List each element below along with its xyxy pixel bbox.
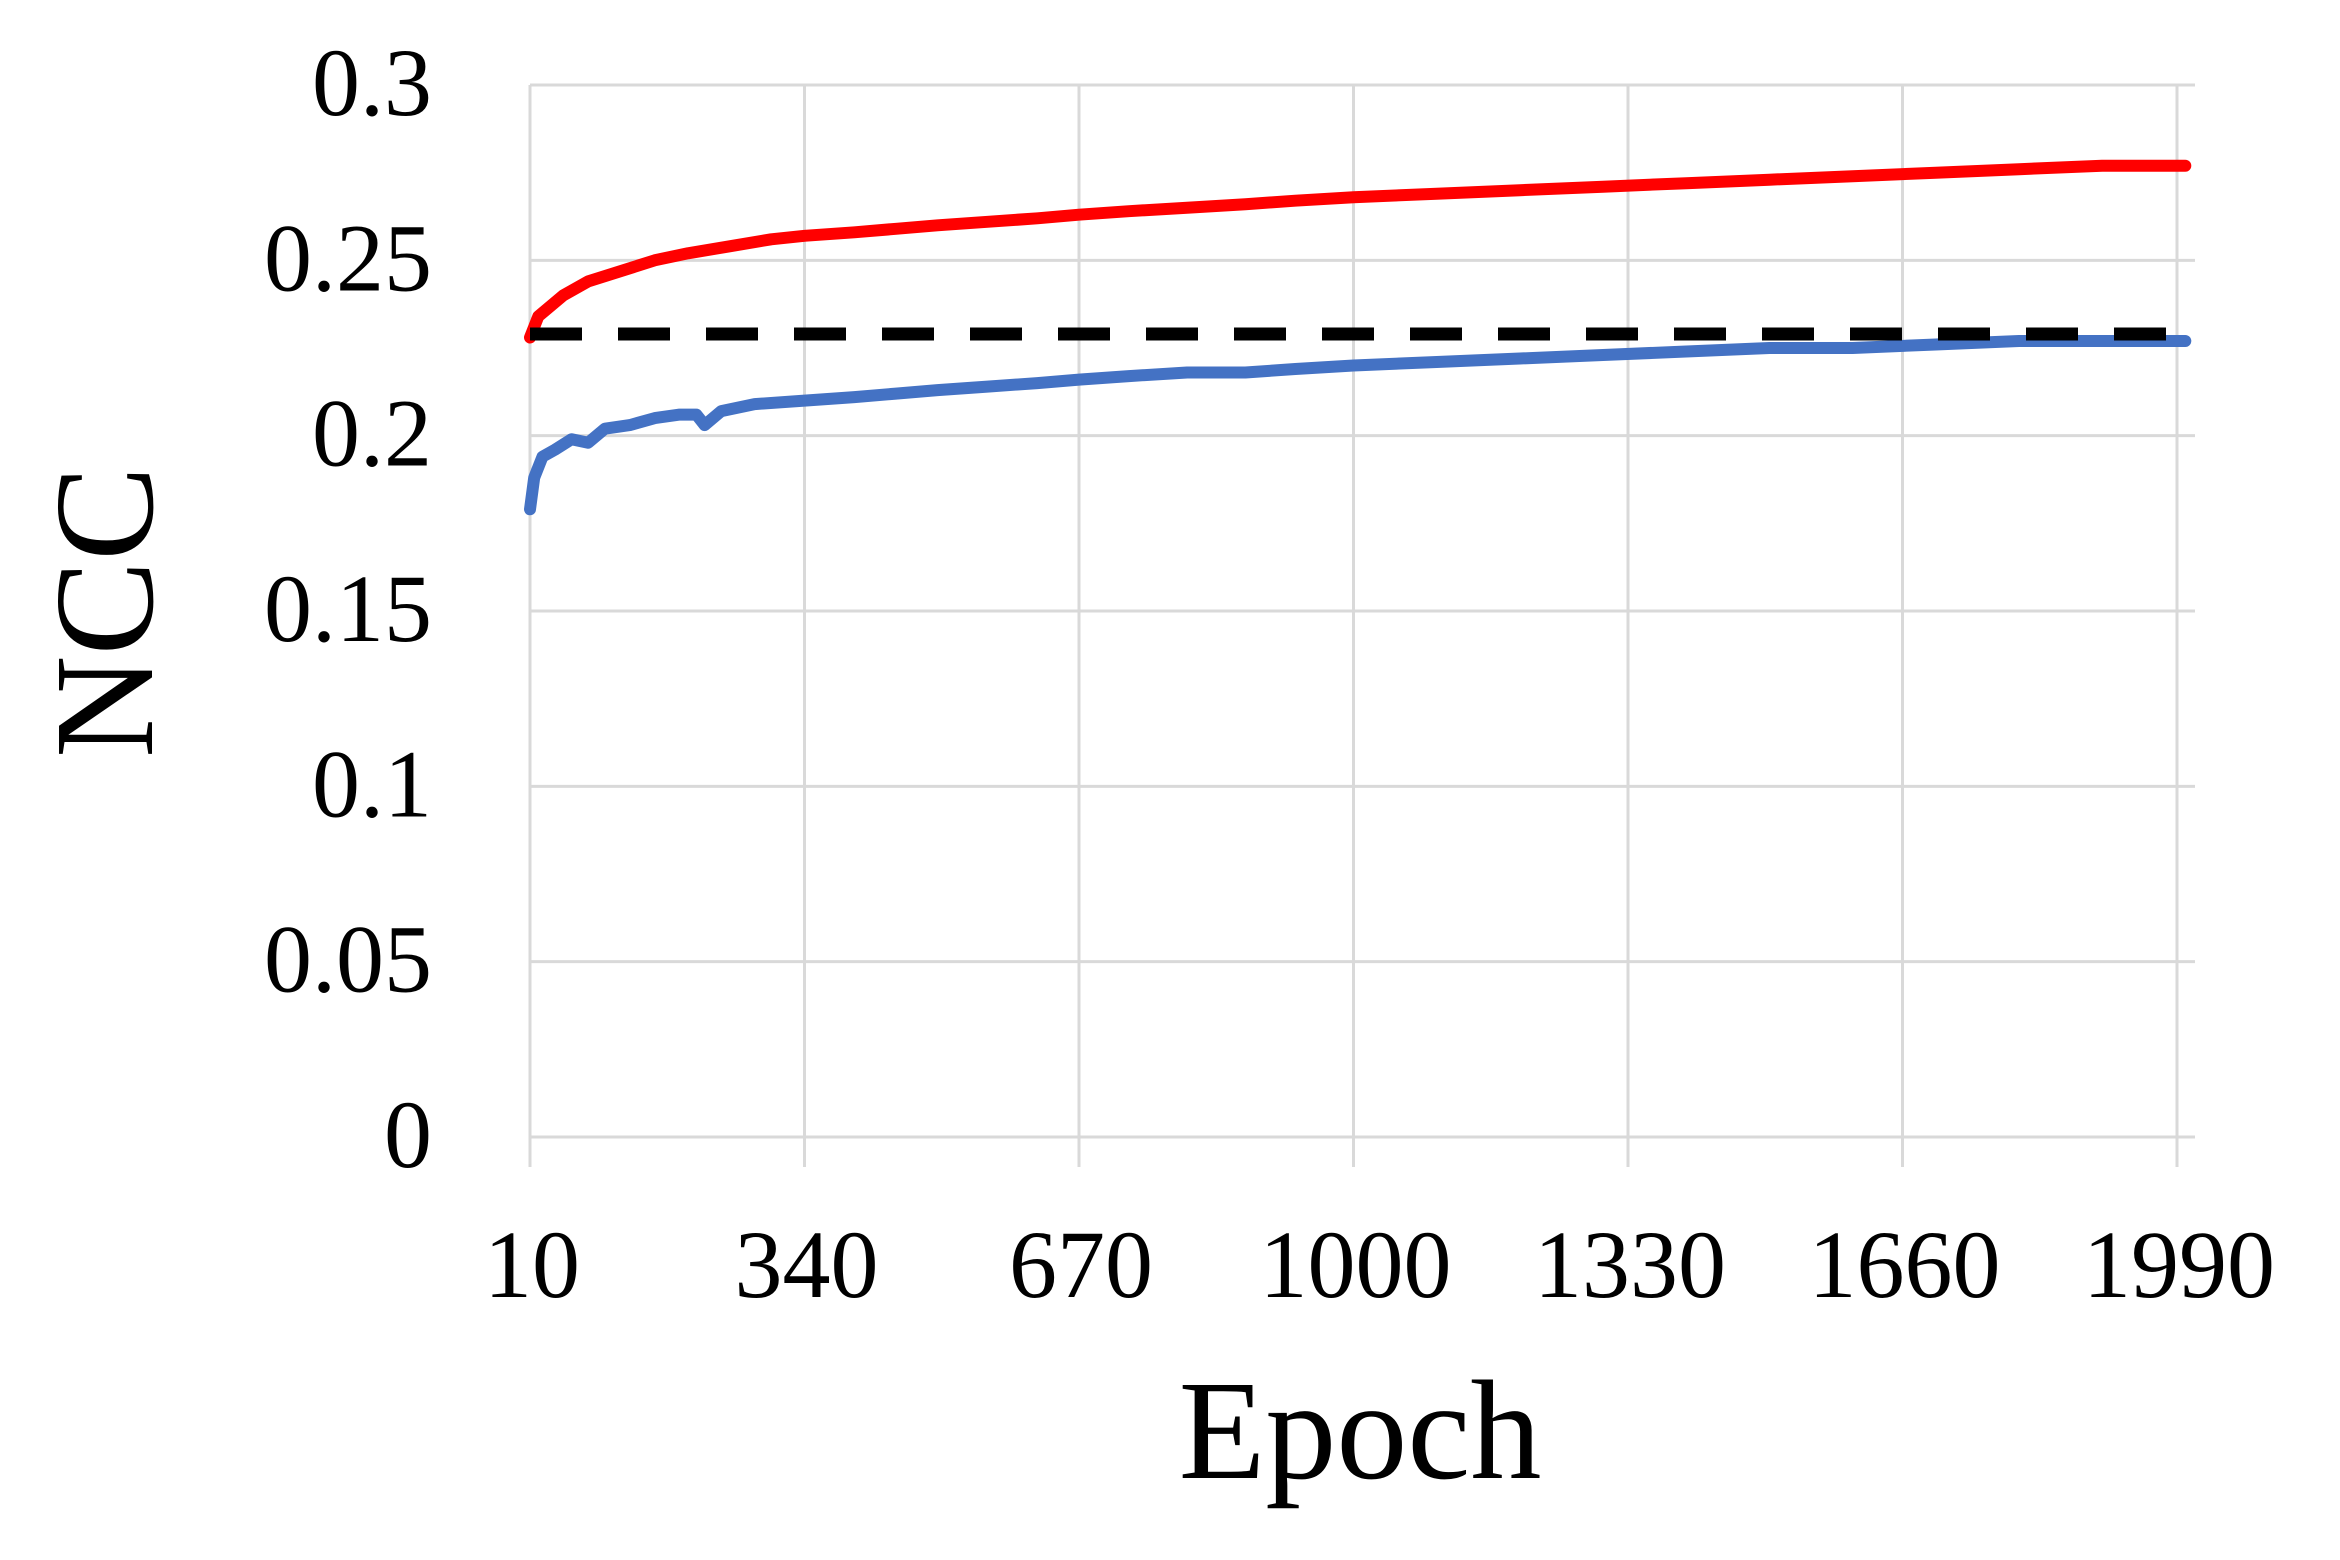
y-tick-label: 0.3 bbox=[312, 29, 432, 136]
y-tick-label: 0.25 bbox=[264, 204, 432, 311]
series-line-1 bbox=[524, 159, 2192, 344]
x-tick-label: 10 bbox=[484, 1211, 580, 1318]
series-line-2 bbox=[524, 335, 2192, 516]
y-tick-label: 0.1 bbox=[312, 730, 432, 837]
x-tick-label: 670 bbox=[1009, 1211, 1153, 1318]
y-tick-label: 0 bbox=[384, 1081, 432, 1188]
x-tick-label: 1330 bbox=[1534, 1211, 1726, 1318]
y-axis-title: NCC bbox=[25, 466, 183, 758]
y-axis-ticks: 0 0.05 0.1 0.15 0.2 0.25 0.3 bbox=[264, 29, 432, 1188]
y-tick-label: 0.05 bbox=[264, 906, 432, 1013]
y-tick-label: 0.2 bbox=[312, 380, 432, 487]
gridlines bbox=[528, 83, 2195, 1167]
x-tick-label: 1000 bbox=[1260, 1211, 1452, 1318]
y-tick-label: 0.15 bbox=[264, 555, 432, 662]
series-lines bbox=[524, 159, 2192, 516]
x-tick-label: 1990 bbox=[2083, 1211, 2275, 1318]
x-tick-label: 1660 bbox=[1809, 1211, 2001, 1318]
x-axis-title: Epoch bbox=[1179, 1351, 1542, 1509]
x-axis-ticks: 10 340 670 1000 1330 1660 1990 bbox=[484, 1211, 2275, 1318]
x-tick-label: 340 bbox=[735, 1211, 879, 1318]
